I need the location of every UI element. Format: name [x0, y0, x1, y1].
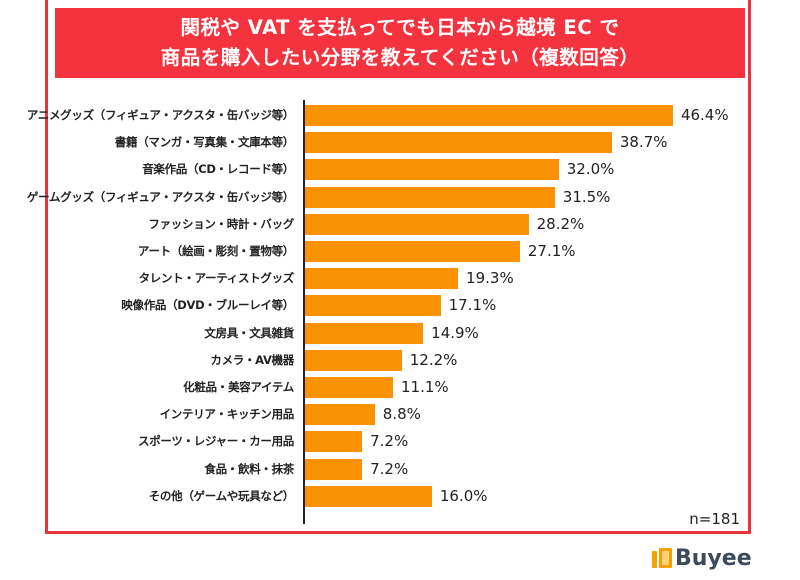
value-label: 31.5% — [562, 187, 611, 206]
category-label: その他（ゲームや玩具など） — [148, 488, 295, 503]
bar — [305, 105, 673, 126]
bar — [305, 295, 441, 317]
category-label: 化粧品・美容アイテム — [183, 380, 294, 394]
shopping-bag-icon — [652, 548, 672, 568]
value-label: 17.1% — [448, 296, 497, 315]
category-label: 映像作品（DVD・ブルーレイ等） — [121, 298, 294, 313]
category-label: 文房具・文具雑貨 — [204, 325, 294, 340]
bar — [305, 431, 363, 453]
category-label: インテリア・キッチン用品 — [159, 407, 295, 422]
bar — [305, 322, 424, 344]
value-label: 16.0% — [439, 486, 488, 505]
bar — [305, 458, 363, 480]
category-label: タレント・アーティストグッズ — [138, 271, 295, 286]
value-label: 28.2% — [536, 214, 585, 233]
value-label: 11.1% — [401, 378, 449, 396]
category-label: 音楽作品（CD・レコード等） — [142, 162, 294, 177]
value-label: 27.1% — [527, 242, 576, 260]
buyee-logo: Buyee — [652, 544, 752, 572]
bar — [305, 404, 375, 426]
bar — [305, 132, 612, 154]
title-line-2: 商品を購入したい分野を教えてください（複数回答） — [160, 46, 640, 69]
bar — [305, 485, 432, 507]
category-label: アニメグッズ（フィギュア・アクスタ・缶バッジ等） — [26, 108, 294, 122]
value-label: 32.0% — [566, 160, 615, 179]
bar — [305, 241, 520, 262]
category-label: 書籍（マンガ・写真集・文庫本等） — [114, 135, 295, 150]
category-label: ファッション・時計・バッグ — [148, 216, 294, 231]
value-label: 12.2% — [409, 350, 458, 369]
bar — [305, 377, 394, 398]
title-line-1: 関税や VAT を支払ってでも日本から越境 EC で — [180, 16, 620, 39]
value-label: 7.2% — [370, 432, 409, 451]
sample-size-note: n=181 — [689, 510, 740, 528]
bar — [305, 186, 555, 208]
bar — [305, 213, 529, 235]
value-label: 14.9% — [431, 323, 479, 342]
y-axis-line — [303, 100, 305, 524]
bar — [305, 349, 402, 371]
category-label: アート（絵画・彫刻・置物等） — [137, 244, 294, 258]
bar — [305, 268, 459, 290]
brand-name: Buyee — [675, 545, 752, 571]
category-label: カメラ・AV機器 — [210, 352, 294, 367]
value-label: 7.2% — [370, 459, 409, 478]
value-label: 8.8% — [382, 405, 421, 424]
chart-frame — [45, 0, 751, 534]
value-label: 19.3% — [466, 269, 514, 288]
category-label: ゲームグッズ（フィギュア・アクスタ・缶バッジ等） — [26, 189, 294, 204]
category-label: 食品・飲料・抹茶 — [204, 461, 294, 476]
value-label: 46.4% — [680, 106, 729, 124]
category-label: スポーツ・レジャー・カー用品 — [138, 434, 294, 449]
bar — [305, 159, 559, 181]
value-label: 38.7% — [619, 133, 668, 152]
chart-title: 関税や VAT を支払ってでも日本から越境 EC で 商品を購入したい分野を教え… — [55, 8, 745, 78]
